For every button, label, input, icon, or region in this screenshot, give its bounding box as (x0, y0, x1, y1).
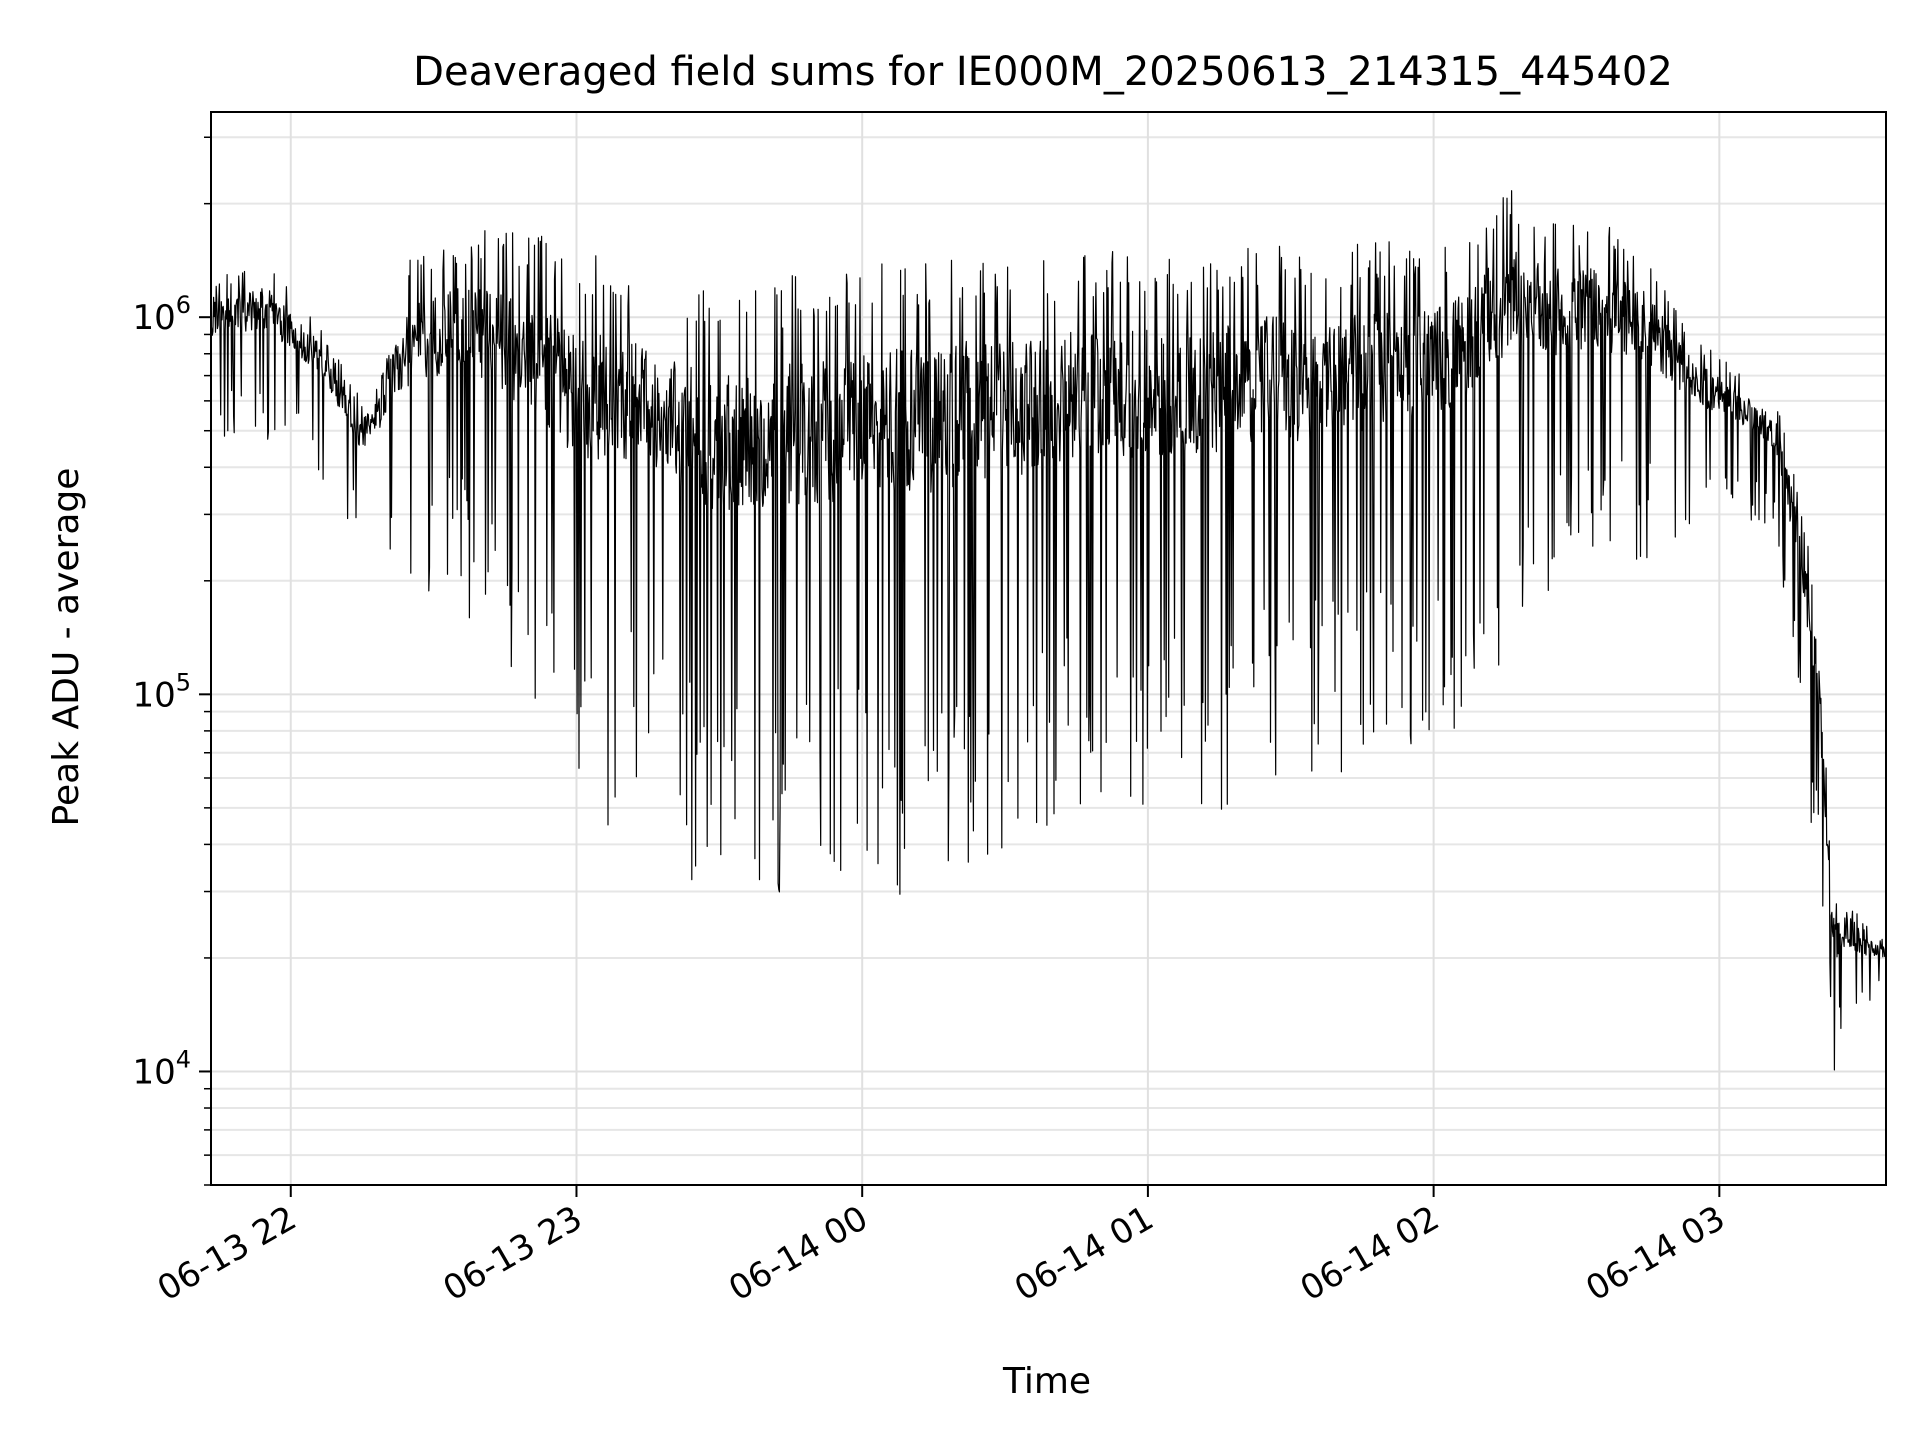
y-tick-label-base: 10 (132, 298, 175, 338)
series-line (210, 190, 1887, 1071)
series-layer (210, 190, 1887, 1071)
y-axis-label: Peak ADU - average (46, 468, 87, 827)
chart-title: Deaveraged field sums for IE000M_2025061… (413, 49, 1673, 95)
x-tick-label: 06-13 23 (437, 1198, 589, 1309)
y-tick-label-exponent: 4 (176, 1045, 191, 1073)
x-axis-label: Time (1002, 1361, 1091, 1402)
plot-frame (210, 111, 1887, 1186)
y-tick-label: 106 (132, 291, 191, 338)
y-tick-label: 105 (132, 668, 191, 715)
y-tick-label: 104 (132, 1045, 191, 1092)
x-tick-label: 06-14 01 (1008, 1198, 1160, 1309)
y-tick-label-exponent: 5 (176, 668, 191, 696)
x-tick-label: 06-14 00 (722, 1198, 874, 1309)
x-tick-label: 06-14 03 (1579, 1198, 1731, 1309)
x-tick-label: 06-13 22 (151, 1198, 303, 1309)
major-gridlines (211, 112, 1886, 1185)
y-tick-label-exponent: 6 (176, 291, 191, 319)
y-tick-label-base: 10 (132, 1052, 175, 1092)
y-tick-label-base: 10 (132, 675, 175, 715)
x-tick-label: 06-14 02 (1294, 1198, 1446, 1309)
